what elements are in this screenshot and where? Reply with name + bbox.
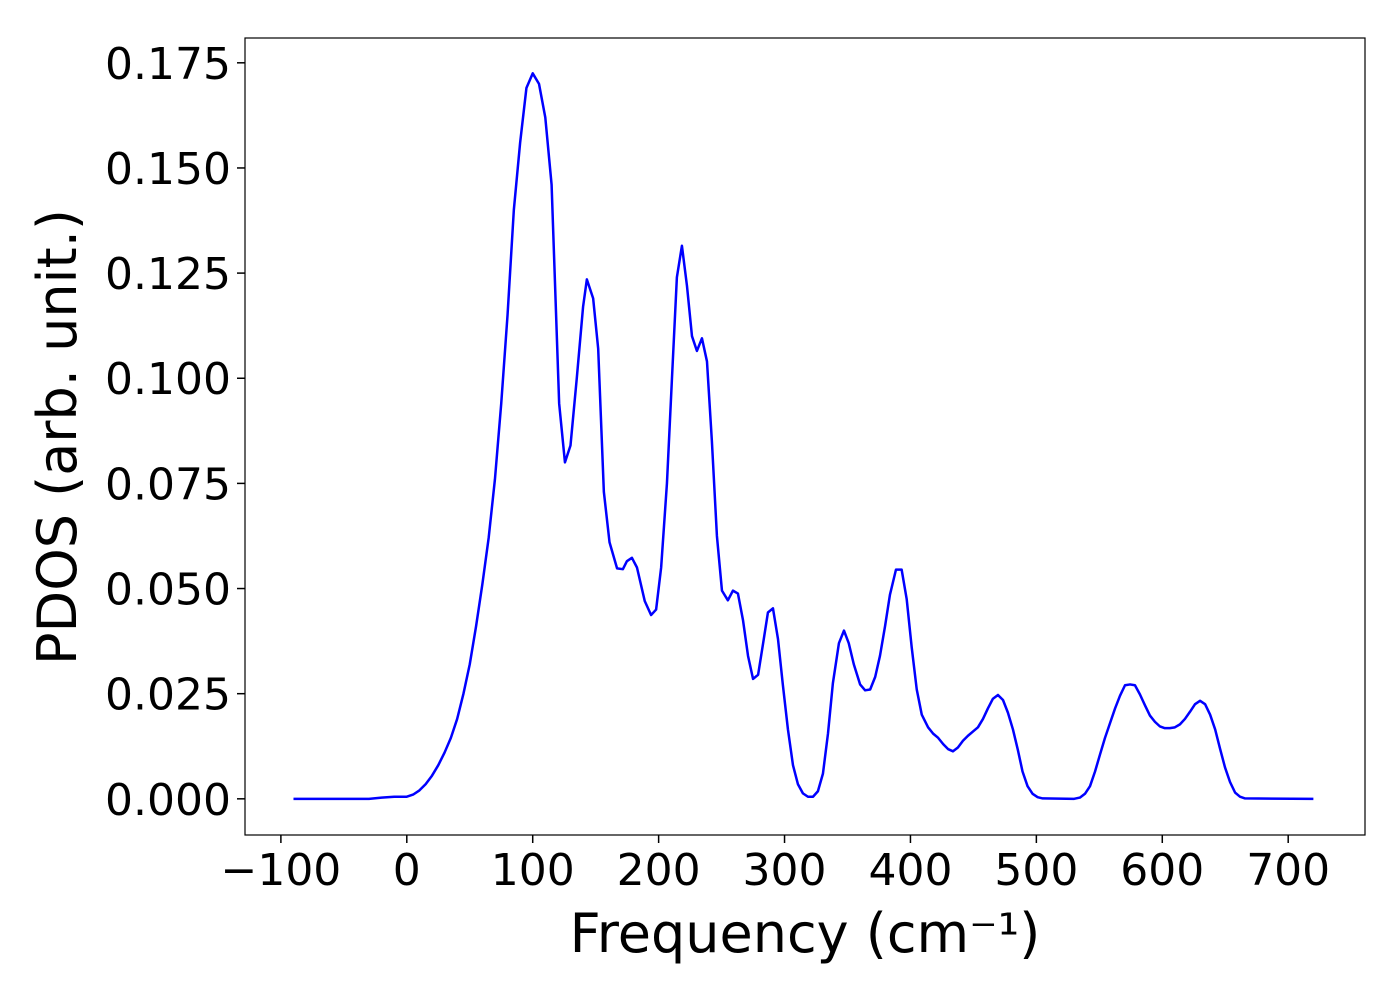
x-axis-label: Frequency (cm⁻¹) xyxy=(570,902,1041,965)
x-tick-label: 0 xyxy=(393,845,421,896)
y-tick-label: 0.175 xyxy=(105,39,231,90)
x-tick-label: 200 xyxy=(617,845,701,896)
x-tick-label: 600 xyxy=(1120,845,1204,896)
pdos-line xyxy=(293,72,1314,801)
x-tick-label: 400 xyxy=(868,845,952,896)
x-tick-label: 100 xyxy=(491,845,575,896)
y-tick-label: 0.125 xyxy=(105,249,231,300)
y-tick-label: 0.000 xyxy=(105,775,231,826)
y-tick-label: 0.025 xyxy=(105,670,231,721)
x-tick-label: −100 xyxy=(220,845,341,896)
plot-frame xyxy=(244,37,1366,836)
x-tick-label: 700 xyxy=(1246,845,1330,896)
x-tick-label: 300 xyxy=(743,845,827,896)
x-tick-label: 500 xyxy=(994,845,1078,896)
y-tick-label: 0.050 xyxy=(105,565,231,616)
y-tick-label: 0.100 xyxy=(105,354,231,405)
y-tick-label: 0.150 xyxy=(105,144,231,195)
y-axis-label: PDOS (arb. unit.) xyxy=(26,209,89,665)
y-tick-label: 0.075 xyxy=(105,459,231,510)
